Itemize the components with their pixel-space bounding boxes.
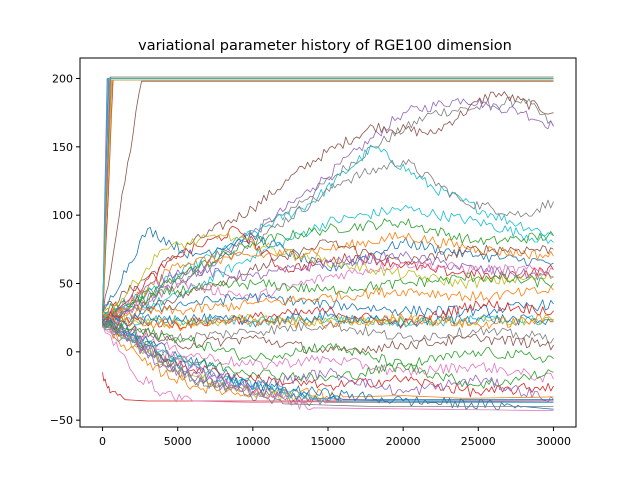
series-line-s26 (102, 292, 554, 323)
y-tick-label: 50 (59, 278, 73, 291)
series-line-s9 (102, 79, 554, 314)
y-tick-label: 200 (52, 73, 73, 86)
series-line-s31 (102, 310, 554, 328)
series-line-s47 (102, 321, 554, 410)
y-tick-label: 150 (52, 141, 73, 154)
series-line-s6 (102, 80, 554, 317)
y-tick-label: −50 (50, 414, 73, 427)
series-line-s44 (102, 324, 554, 403)
x-tick-label: 25000 (461, 435, 496, 448)
x-tick-label: 0 (99, 435, 106, 448)
series-line-s10 (102, 78, 554, 322)
series-line-s34 (102, 315, 554, 355)
series-line-s28 (102, 300, 554, 330)
y-tick-label: 0 (66, 346, 73, 359)
series-line-s21 (102, 239, 554, 323)
x-tick-label: 15000 (311, 435, 346, 448)
series-line-s11 (102, 96, 554, 318)
series-line-s37 (102, 318, 554, 398)
series-line-s45 (102, 321, 554, 402)
series-line-s29 (102, 314, 554, 328)
y-tick-label: 100 (52, 209, 73, 222)
x-tick-label: 10000 (235, 435, 270, 448)
series-line-s8 (102, 76, 554, 311)
series-layer (102, 76, 554, 411)
series-line-s14 (102, 144, 554, 319)
x-tick-label: 5000 (164, 435, 192, 448)
series-line-s35 (102, 315, 554, 383)
x-tick-label: 20000 (386, 435, 421, 448)
series-line-s12 (102, 98, 554, 325)
series-line-s46 (102, 324, 554, 403)
series-line-s50 (102, 320, 554, 367)
x-axis: 0 5000 10000 15000 20000 25000 30000 (99, 427, 571, 448)
series-line-s27 (102, 286, 554, 318)
series-line-s49 (102, 317, 554, 407)
x-tick-label: 30000 (536, 435, 571, 448)
series-line-s48 (102, 324, 554, 411)
series-line-s41 (102, 322, 554, 402)
series-line-s24 (102, 251, 554, 317)
series-line-s17 (102, 218, 554, 323)
series-line-s13 (102, 91, 554, 312)
chart-title: variational parameter history of RGE100 … (138, 38, 512, 54)
series-line-s30 (102, 313, 554, 329)
y-axis: −50 0 50 100 150 200 (50, 73, 80, 427)
series-line-s23 (102, 231, 554, 322)
series-line-s25 (102, 272, 554, 314)
